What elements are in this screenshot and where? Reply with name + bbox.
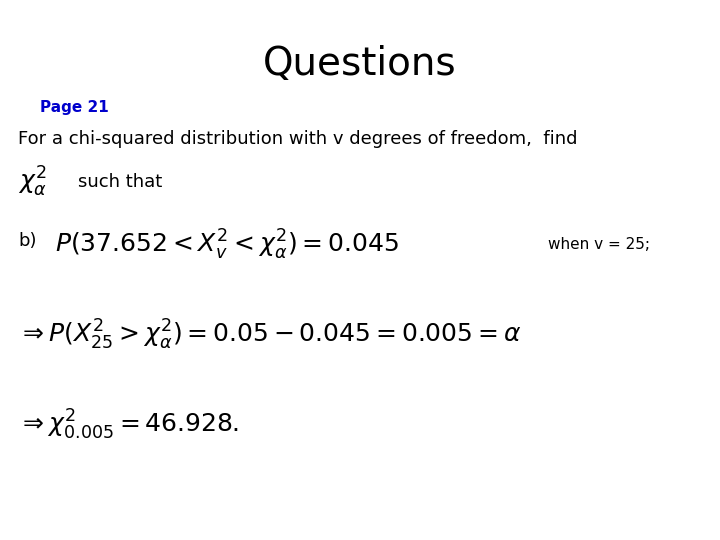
Text: $\Rightarrow P(X^{2}_{25} > \chi^{2}_{\alpha}) = 0.05 - 0.045 = 0.005 = \alpha$: $\Rightarrow P(X^{2}_{25} > \chi^{2}_{\a…: [18, 318, 521, 352]
Text: $P(37.652 < X^{2}_{v} < \chi^{2}_{\alpha}) = 0.045$: $P(37.652 < X^{2}_{v} < \chi^{2}_{\alpha…: [55, 228, 399, 262]
Text: $\Rightarrow \chi^{2}_{0.005} = 46.928.$: $\Rightarrow \chi^{2}_{0.005} = 46.928.$: [18, 408, 239, 442]
Text: Questions: Questions: [264, 45, 456, 83]
Text: Page 21: Page 21: [40, 100, 109, 115]
Text: such that: such that: [78, 173, 162, 191]
Text: b): b): [18, 232, 37, 250]
Text: when v = 25;: when v = 25;: [548, 237, 650, 252]
Text: $\chi^{2}_{\alpha}$: $\chi^{2}_{\alpha}$: [18, 165, 48, 199]
Text: For a chi-squared distribution with v degrees of freedom,  find: For a chi-squared distribution with v de…: [18, 130, 577, 148]
